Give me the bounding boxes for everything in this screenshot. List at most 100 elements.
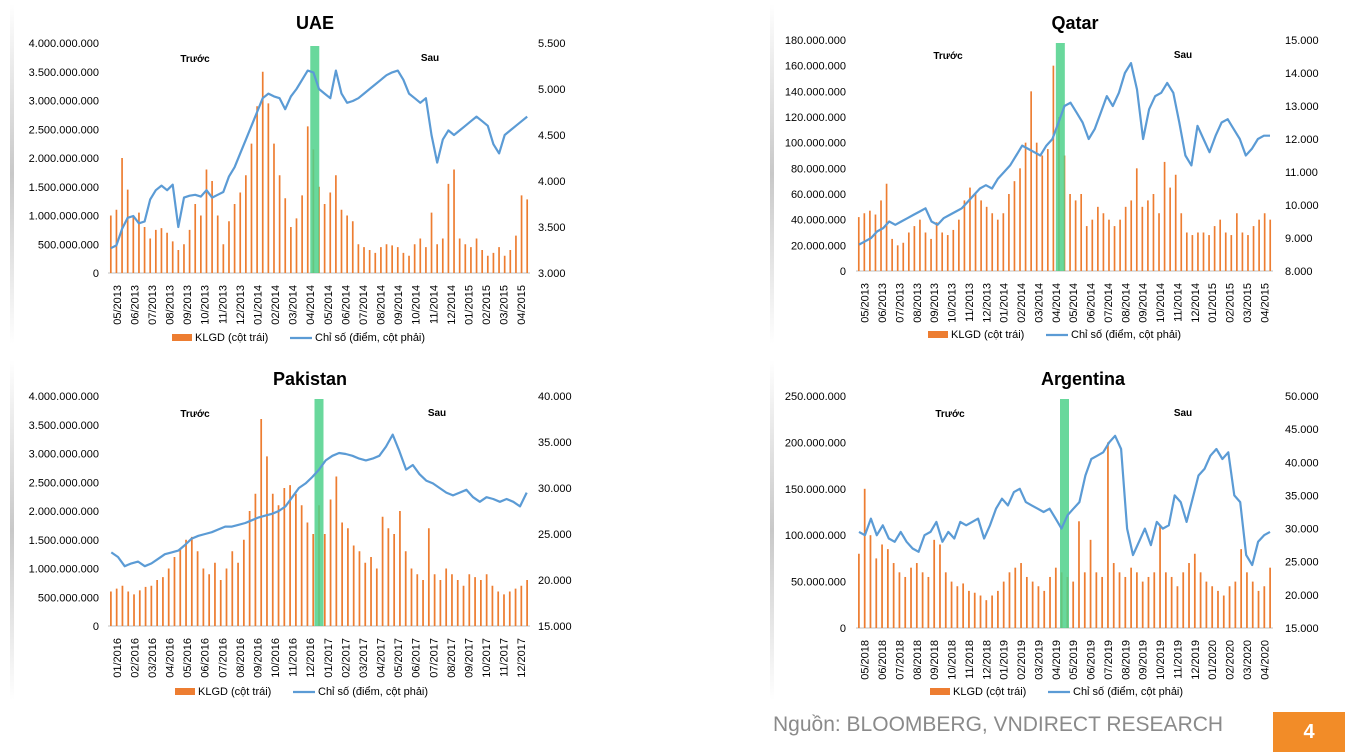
volume-bar — [896, 245, 899, 271]
x-tick-label: 02/2020 — [1225, 640, 1237, 680]
volume-bar — [357, 244, 360, 273]
volume-bar — [1014, 567, 1017, 628]
volume-bar — [273, 143, 275, 273]
x-tick-label: 10/2013 — [200, 285, 212, 325]
volume-bar — [1234, 581, 1237, 628]
volume-bar — [526, 580, 528, 626]
volume-bar — [958, 219, 960, 271]
x-tick-label: 04/2015 — [1259, 283, 1271, 323]
volume-bar — [886, 549, 889, 628]
volume-bar — [520, 585, 523, 626]
source-note: Nguồn: BLOOMBERG, VNDIRECT RESEARCH — [773, 713, 1224, 736]
volume-bar — [194, 204, 197, 273]
before-label: Trước — [935, 409, 965, 420]
legend-bar-swatch — [172, 334, 192, 341]
x-tick-label: 06/2014 — [340, 285, 352, 325]
volume-bar — [1008, 572, 1011, 628]
left-tick-label: 80.000.000 — [791, 163, 846, 175]
right-tick-label: 20.000 — [1285, 590, 1319, 602]
x-tick-label: 08/2014 — [1120, 283, 1132, 323]
x-tick-label: 02/2019 — [1016, 640, 1028, 680]
volume-bar — [1069, 194, 1071, 271]
volume-bar — [267, 103, 270, 273]
x-tick-label: 03/2019 — [1033, 640, 1045, 680]
left-tick-label: 50.000.000 — [791, 577, 846, 589]
x-tick-label: 03/2014 — [1033, 283, 1045, 323]
volume-bar — [1118, 572, 1121, 628]
volume-bar — [219, 580, 222, 626]
x-tick-label: 09/2019 — [1138, 640, 1150, 680]
x-tick-label: 04/2020 — [1259, 640, 1271, 680]
x-tick-label: 02/2015 — [1225, 283, 1237, 323]
x-tick-label: 08/2017 — [446, 638, 458, 678]
volume-bar — [1263, 586, 1266, 628]
volume-bar — [1258, 219, 1260, 271]
volume-bar — [509, 250, 512, 273]
x-tick-label: 09/2016 — [253, 638, 265, 678]
right-tick-label: 4.000 — [538, 176, 566, 188]
right-tick-label: 13.000 — [1285, 101, 1319, 113]
volume-bar — [208, 574, 211, 626]
volume-bar — [427, 528, 430, 626]
volume-bar — [133, 594, 135, 626]
volume-bar — [290, 227, 292, 273]
x-tick-label: 07/2018 — [894, 640, 906, 680]
x-tick-label: 07/2019 — [1103, 640, 1115, 680]
x-tick-label: 11/2019 — [1172, 640, 1184, 679]
volume-bar — [919, 219, 921, 271]
volume-bar — [385, 244, 388, 273]
x-tick-label: 05/2019 — [1068, 640, 1080, 680]
volume-bar — [869, 210, 871, 271]
volume-bar — [858, 553, 860, 628]
legend-line-label: Chỉ số (điểm, cột phải) — [1071, 329, 1181, 341]
legend-line-label: Chỉ số (điểm, cột phải) — [318, 686, 428, 698]
event-highlight-band — [1060, 399, 1069, 628]
left-tick-label: 3.500.000.000 — [29, 67, 99, 79]
volume-bar — [261, 71, 264, 273]
volume-bar — [177, 250, 180, 273]
volume-bar — [358, 551, 361, 626]
volume-bar — [138, 590, 141, 626]
x-tick-label: 04/2017 — [376, 638, 388, 678]
index-line — [858, 61, 1270, 246]
volume-bar — [520, 195, 523, 273]
volume-bar — [1002, 213, 1005, 271]
left-tick-label: 2.500.000.000 — [29, 124, 99, 136]
volume-bar — [921, 572, 924, 628]
left-tick-label: 1.500.000.000 — [29, 535, 99, 547]
volume-bar — [451, 574, 453, 626]
volume-bar — [1147, 200, 1149, 271]
right-tick-label: 12.000 — [1285, 134, 1319, 146]
left-tick-label: 100.000.000 — [785, 138, 846, 150]
volume-bar — [1240, 549, 1243, 628]
volume-bar — [179, 548, 182, 626]
volume-bar — [351, 221, 354, 273]
volume-bar — [225, 568, 228, 626]
volume-bar — [950, 581, 953, 628]
right-tick-label: 11.000 — [1285, 167, 1318, 179]
volume-bar — [216, 215, 219, 273]
right-tick-label: 3.000 — [538, 268, 566, 280]
right-tick-label: 40.000 — [1285, 457, 1319, 469]
x-tick-label: 12/2018 — [981, 640, 993, 680]
volume-bar — [468, 574, 471, 626]
x-tick-label: 05/2014 — [323, 285, 335, 325]
volume-bar — [1199, 572, 1202, 628]
volume-bar — [453, 169, 455, 273]
volume-bar — [1041, 155, 1044, 271]
volume-bar — [952, 229, 955, 271]
volume-bar — [199, 215, 202, 273]
volume-bar — [1119, 219, 1121, 271]
volume-bar — [295, 218, 298, 273]
volume-bar — [439, 580, 442, 626]
volume-bar — [154, 229, 157, 273]
volume-bar — [143, 227, 146, 273]
volume-bar — [277, 505, 280, 626]
left-tick-label: 60.000.000 — [791, 189, 846, 201]
volume-bar — [980, 200, 982, 271]
volume-bar — [927, 576, 930, 628]
volume-bar — [150, 585, 153, 626]
volume-bar — [1205, 581, 1208, 628]
volume-bar — [968, 590, 970, 628]
volume-bar — [1083, 572, 1086, 628]
